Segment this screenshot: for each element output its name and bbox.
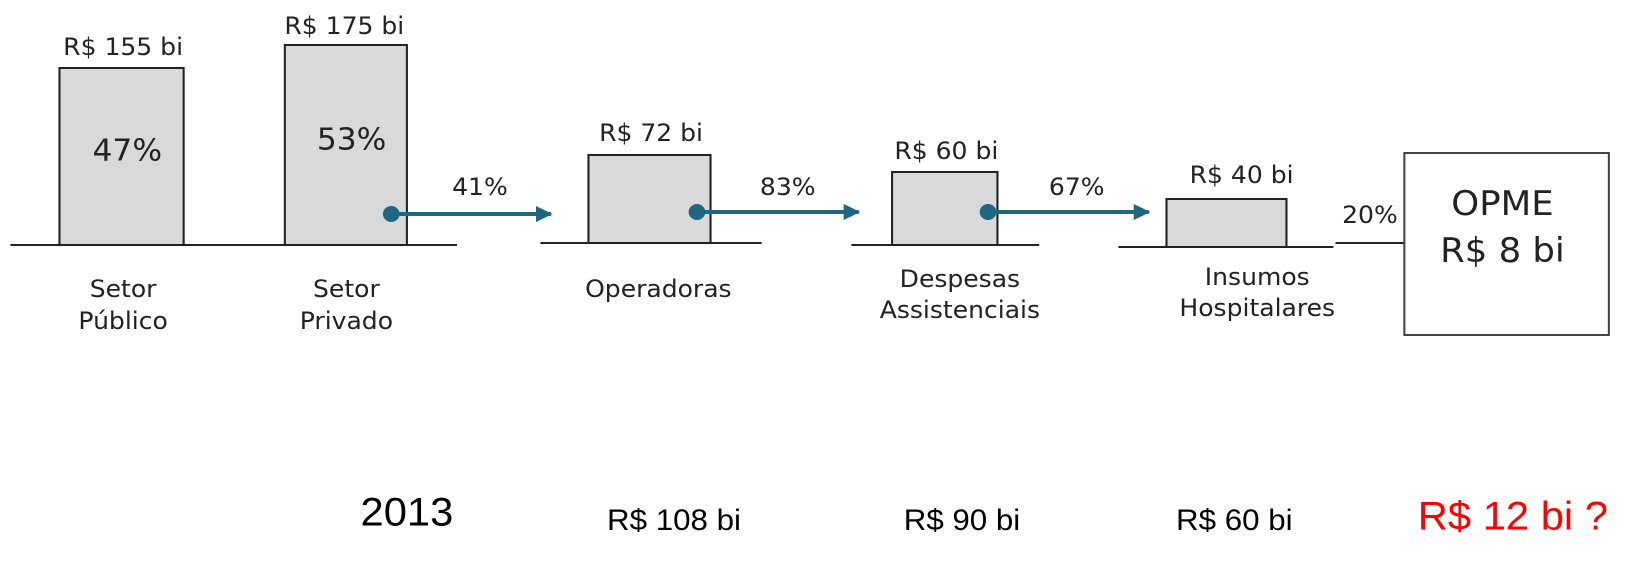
arrow — [688, 204, 861, 220]
arrow-label: 83% — [760, 172, 816, 200]
bar — [587, 154, 712, 244]
arrow-label: 67% — [1049, 172, 1105, 200]
bar-value: R$ 155 bi — [63, 32, 183, 60]
result-value: R$ 8 bi — [1440, 231, 1565, 270]
bar-label: Setor — [90, 274, 158, 302]
bar-label: Setor — [313, 274, 381, 302]
projection: R$ 108 bi — [607, 503, 741, 536]
bar-label: Público — [78, 306, 167, 334]
bar-label: Insumos — [1205, 262, 1310, 290]
arrow — [979, 204, 1151, 220]
bar — [891, 171, 999, 246]
bar-label: Despesas — [900, 264, 1020, 292]
arrow-label: 41% — [452, 172, 508, 200]
bar-share: 47% — [93, 134, 163, 168]
bar-label: Operadoras — [585, 274, 731, 302]
result-title: OPME — [1451, 184, 1553, 223]
bar-share: 53% — [317, 123, 387, 157]
bar-value: R$ 175 bi — [284, 11, 404, 39]
arrow — [382, 206, 553, 222]
bar — [1165, 198, 1288, 248]
bar-value: R$ 40 bi — [1190, 160, 1294, 188]
projection: R$ 90 bi — [904, 503, 1021, 536]
bar — [58, 67, 185, 246]
year: 2013 — [361, 489, 454, 534]
bar-label: Privado — [300, 306, 393, 334]
bar-value: R$ 72 bi — [599, 118, 703, 146]
projection: R$ 12 bi ? — [1418, 493, 1608, 538]
result-box — [1403, 152, 1610, 336]
bar-value: R$ 60 bi — [894, 136, 998, 164]
bar-label: Hospitalares — [1179, 293, 1335, 321]
bar-label: Assistenciais — [880, 295, 1040, 323]
projection: R$ 60 bi — [1176, 503, 1293, 536]
arrow-label: 20% — [1342, 200, 1398, 228]
